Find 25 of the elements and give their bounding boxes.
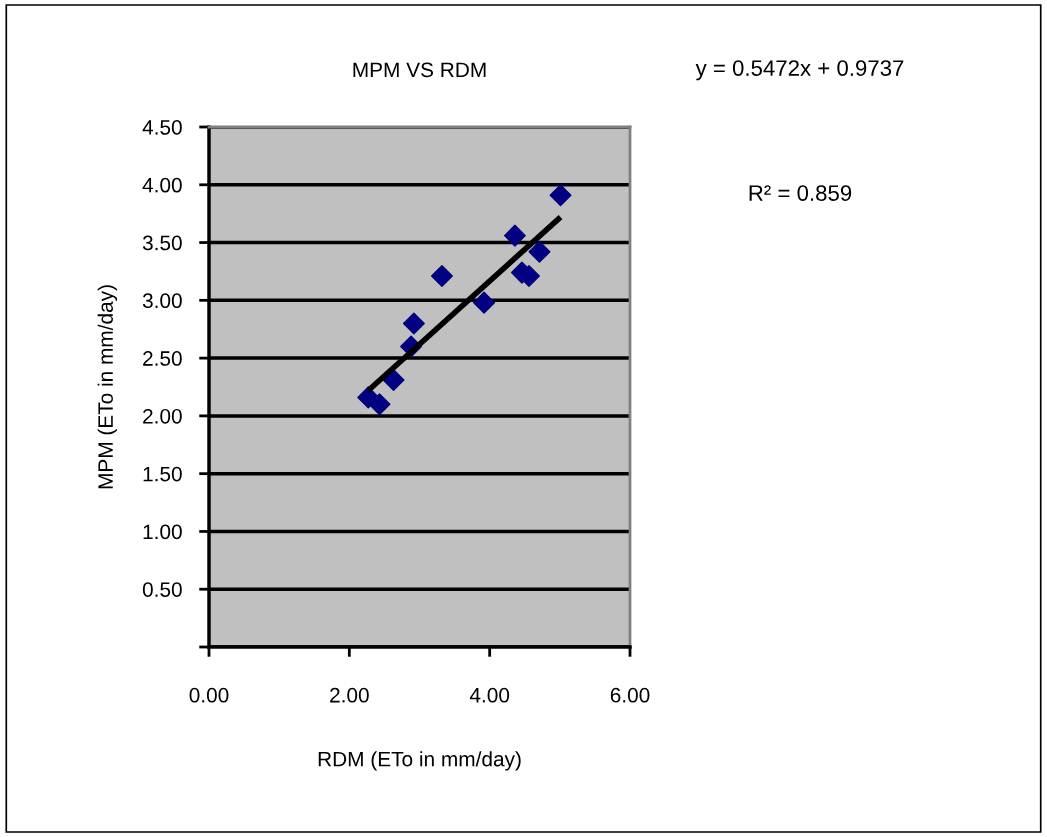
point — [430, 265, 453, 288]
y-tick-label: 3.50 — [142, 235, 182, 251]
x-tick-label: 2.00 — [330, 687, 369, 703]
y-tick-label: 2.50 — [143, 351, 182, 366]
x-tick-label: 6.00 — [610, 687, 650, 703]
y-tick-label: 1.50 — [143, 466, 182, 482]
chart-title: MPM VS RDM — [353, 62, 486, 78]
y-tick-label: 4.50 — [142, 120, 182, 135]
point — [528, 240, 551, 263]
point — [549, 184, 572, 207]
x-tick-label: 4.00 — [469, 687, 510, 703]
text: R² = 0.859 — [749, 185, 852, 201]
point — [368, 393, 391, 416]
y-tick-label: 1.00 — [143, 524, 182, 540]
y-tick-label: 4.00 — [142, 177, 182, 193]
x-axis-title: RDM (ETo in mm/day) — [318, 751, 521, 771]
y-axis-title: MPM (ETo in mm/day) — [97, 285, 118, 489]
y-tick-label: 0.50 — [142, 582, 182, 597]
point — [473, 291, 496, 314]
y-tick-label: 3.00 — [142, 293, 182, 309]
x-tick-label: 0.00 — [189, 687, 229, 703]
y-tick-label: 2.00 — [143, 408, 182, 424]
text: y = 0.5472x + 0.9737 — [695, 60, 904, 81]
point — [402, 312, 425, 335]
point — [503, 224, 526, 247]
